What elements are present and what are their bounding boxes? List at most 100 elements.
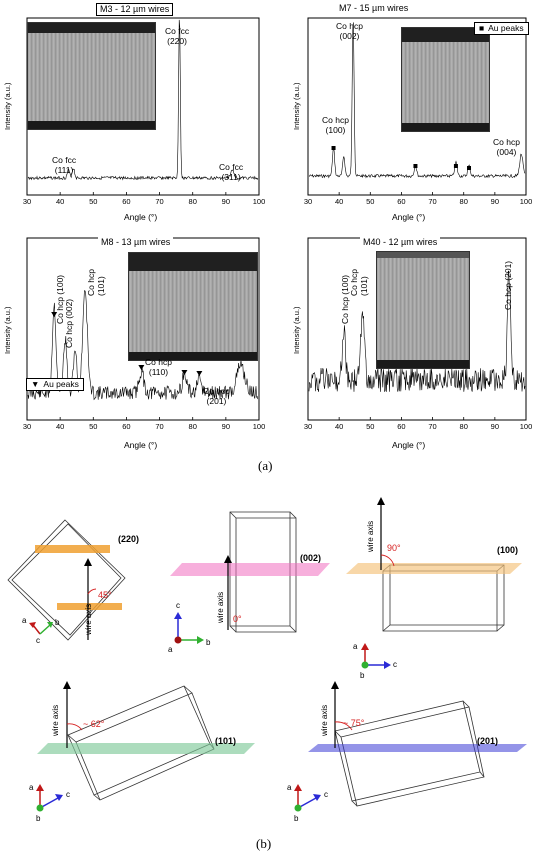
x-tick-label: 60 bbox=[122, 197, 130, 206]
peak-label: Co hcp (201) bbox=[503, 260, 513, 310]
plane-220-lower bbox=[57, 603, 122, 610]
angle-label: 0° bbox=[233, 614, 242, 624]
x-tick-label: 50 bbox=[366, 422, 374, 431]
x-tick-label: 40 bbox=[56, 422, 64, 431]
xrd-pattern-line bbox=[308, 22, 526, 179]
xrd-pattern-line bbox=[27, 19, 259, 181]
xrd-panel-m3: 30 40 50 60 70 80 90 100 M3 - 12 µm wires Inten… bbox=[0, 0, 266, 225]
caption-a: (a) bbox=[258, 458, 273, 473]
axis-label-b: b bbox=[36, 814, 41, 823]
x-axis-title: Angle (°) bbox=[392, 212, 426, 222]
hcp-100-wire-box bbox=[382, 564, 505, 632]
peak-label: Co hcp (101) bbox=[86, 269, 106, 296]
wire-axis-label: wire axis bbox=[84, 603, 93, 635]
axis-label-a: a bbox=[353, 642, 358, 651]
legend: ▼ Au peaks bbox=[26, 378, 84, 391]
peak-label: Co hcp (002) bbox=[336, 21, 363, 41]
axis-label-b: b bbox=[55, 618, 60, 627]
axis-label-c: c bbox=[324, 790, 328, 799]
au-peak-marker bbox=[51, 312, 58, 317]
axis-label-a: a bbox=[287, 783, 292, 792]
x-tick-label: 90 bbox=[222, 197, 230, 206]
x-tick-label: 90 bbox=[222, 422, 230, 431]
au-peak-marker bbox=[453, 164, 458, 168]
x-tick-label: 50 bbox=[89, 197, 97, 206]
peak-label: Co fcc (111) bbox=[52, 155, 77, 175]
peak-label: Co hcp (201) bbox=[203, 386, 230, 406]
axis-label-b: b bbox=[360, 671, 365, 680]
sem-image-inset bbox=[376, 251, 470, 369]
angle-label: ~ 62° bbox=[83, 719, 105, 729]
x-tick-label: 60 bbox=[397, 422, 405, 431]
axis-label-a: a bbox=[29, 783, 34, 792]
x-axis-title: Angle (°) bbox=[392, 440, 426, 450]
axis-label-c: c bbox=[393, 660, 397, 669]
au-peak-marker bbox=[331, 146, 336, 150]
x-tick-label: 30 bbox=[23, 197, 31, 206]
x-tick-label: 80 bbox=[460, 422, 468, 431]
xrd-panel-m8: 30 40 50 60 70 80 90 100 M8 - 13 µm wires ▼ Au p… bbox=[0, 228, 266, 450]
au-peak-marker bbox=[196, 371, 203, 376]
sem-image-inset bbox=[27, 22, 156, 130]
caption-b: (b) bbox=[256, 836, 272, 851]
legend: ■ Au peaks bbox=[474, 22, 529, 35]
y-axis-title: Intensity (a.u.) bbox=[3, 306, 12, 354]
x-tick-label: 90 bbox=[491, 422, 499, 431]
plane-label: (101) bbox=[215, 736, 237, 746]
y-axis-title: Intensity (a.u.) bbox=[292, 306, 301, 354]
panel-title: M8 - 13 µm wires bbox=[98, 237, 174, 248]
angle-label: 45° bbox=[98, 590, 112, 600]
x-tick-label: 70 bbox=[428, 422, 436, 431]
x-tick-label: 70 bbox=[155, 422, 163, 431]
axis-label-b: b bbox=[294, 814, 299, 823]
x-tick-label: 50 bbox=[366, 197, 374, 206]
xrd-chart-m3: 30 40 50 60 70 80 90 100 bbox=[23, 17, 266, 206]
angle-label: 90° bbox=[387, 543, 401, 553]
panel-title: M7 - 15 µm wires bbox=[336, 3, 412, 14]
axis-label-a: a bbox=[22, 616, 27, 625]
wire-axis-label: wire axis bbox=[366, 520, 375, 552]
x-tick-label: 60 bbox=[122, 422, 130, 431]
panel-title: M40 - 12 µm wires bbox=[360, 237, 441, 248]
axis-label-b: b bbox=[206, 638, 211, 647]
angle-label: ~ 75° bbox=[343, 718, 365, 728]
y-axis-title: Intensity (a.u.) bbox=[292, 82, 301, 130]
y-axis-title: Intensity (a.u.) bbox=[3, 82, 12, 130]
plane-002 bbox=[170, 563, 330, 576]
plane-101 bbox=[37, 743, 255, 754]
peak-label: Co fcc (220) bbox=[165, 26, 190, 46]
x-tick-label: 60 bbox=[397, 197, 405, 206]
plane-label: (100) bbox=[497, 545, 519, 555]
xrd-pattern-line bbox=[27, 290, 259, 401]
axis-label-c: c bbox=[66, 790, 70, 799]
peak-label: Co hcp (110) bbox=[145, 357, 172, 377]
au-peak-marker bbox=[413, 164, 418, 168]
x-axis-title: Angle (°) bbox=[124, 440, 158, 450]
panel-title: M3 - 12 µm wires bbox=[96, 3, 174, 16]
axis-label-a: a bbox=[168, 645, 173, 654]
xrd-panel-m40: 30 40 50 60 70 80 90 100 M40 - 12 µm wires Inte… bbox=[266, 228, 533, 450]
triangle-marker-icon: ▼ bbox=[31, 379, 40, 389]
peak-label: Co hcp (004) bbox=[493, 137, 520, 157]
axis-label-c: c bbox=[36, 636, 40, 645]
plane-label: (220) bbox=[118, 534, 140, 544]
sem-image-inset bbox=[128, 252, 258, 361]
plane-label: (201) bbox=[477, 736, 499, 746]
orientation-drawings bbox=[7, 497, 527, 812]
x-tick-label: 80 bbox=[189, 197, 197, 206]
x-tick-label: 80 bbox=[189, 422, 197, 431]
axis-label-c: c bbox=[176, 601, 180, 610]
x-tick-label: 100 bbox=[253, 197, 266, 206]
x-tick-label: 50 bbox=[89, 422, 97, 431]
x-tick-label: 40 bbox=[335, 197, 343, 206]
hcp-002-wire-box bbox=[229, 511, 297, 633]
plane-label: (002) bbox=[300, 553, 322, 563]
x-tick-label: 80 bbox=[460, 197, 468, 206]
plot-frame bbox=[307, 17, 527, 196]
wire-axis-label: wire axis bbox=[51, 704, 60, 736]
square-marker-icon: ■ bbox=[479, 23, 485, 33]
x-tick-label: 70 bbox=[428, 197, 436, 206]
hcp-201-wire-box bbox=[334, 700, 485, 807]
peak-label: Co hcp (101) bbox=[349, 269, 369, 296]
fcc-220-wire-box bbox=[7, 519, 126, 641]
